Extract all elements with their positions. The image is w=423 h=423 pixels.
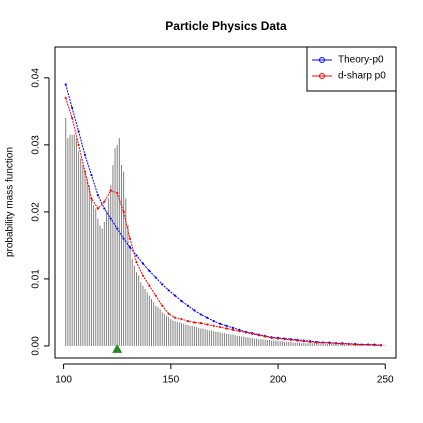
series-point <box>231 326 235 329</box>
legend-point <box>319 57 325 63</box>
series-point <box>231 328 235 331</box>
series-point <box>367 343 370 346</box>
series-point <box>96 207 99 210</box>
series-point <box>283 338 286 341</box>
series-point <box>83 170 87 173</box>
series-point <box>347 342 350 346</box>
series-point <box>103 200 106 203</box>
y-axis-label: probability mass function <box>5 147 16 257</box>
series-point <box>71 106 74 110</box>
series-point <box>251 332 254 335</box>
y-tick-label: 0.02 <box>31 202 42 222</box>
series-point <box>334 342 338 345</box>
x-tick-label: 100 <box>55 375 72 386</box>
plot-frame <box>54 46 397 359</box>
series-point <box>199 322 202 325</box>
series-point <box>379 344 383 347</box>
series-point <box>296 339 299 342</box>
y-tick-label: 0.00 <box>31 336 42 356</box>
series-point <box>174 316 177 319</box>
series-point <box>276 337 280 340</box>
legend-label: Theory-p0 <box>338 55 384 66</box>
series-point <box>109 189 112 192</box>
series-point <box>116 227 119 230</box>
series-point <box>148 284 151 287</box>
series-point <box>122 237 125 240</box>
series-point <box>135 261 138 264</box>
series-point <box>257 334 260 337</box>
series-point <box>238 330 241 333</box>
series-point <box>315 341 318 344</box>
series-point <box>122 210 125 213</box>
series-point <box>90 197 93 200</box>
series-point <box>64 96 67 100</box>
series-point <box>373 344 376 347</box>
series-point <box>328 342 331 345</box>
series-point <box>77 143 80 146</box>
series-point <box>128 246 132 249</box>
x-tick-label: 250 <box>377 375 394 386</box>
series-point <box>225 327 228 330</box>
series-point <box>174 294 177 297</box>
x-tick-label: 200 <box>270 375 287 386</box>
series-point <box>264 335 267 338</box>
series-point <box>289 338 293 342</box>
series-point <box>219 326 222 329</box>
series-point <box>321 341 325 344</box>
legend-label: d-sharp p0 <box>338 71 386 82</box>
series-point <box>141 274 145 277</box>
series-point <box>180 299 183 303</box>
series-point <box>103 207 106 210</box>
series-point <box>212 320 215 323</box>
series-point <box>193 321 196 324</box>
series-point <box>186 304 190 307</box>
series-point <box>141 262 145 265</box>
series-point <box>167 312 170 315</box>
y-tick-label: 0.03 <box>31 135 42 155</box>
series-point <box>206 316 209 319</box>
series-point <box>128 237 132 240</box>
series-point <box>225 324 228 327</box>
series-point <box>116 192 119 195</box>
series-point <box>244 331 247 334</box>
series-point <box>193 309 196 312</box>
series-point <box>354 343 357 346</box>
series-point <box>167 289 170 292</box>
series-point <box>161 304 164 307</box>
series-point <box>71 116 74 120</box>
legend-point <box>319 73 325 79</box>
series-point <box>96 194 99 197</box>
series-point <box>77 130 80 133</box>
series-point <box>161 283 164 286</box>
series-point <box>186 320 190 323</box>
series-point <box>154 294 157 297</box>
series-point <box>270 336 273 339</box>
series-point <box>206 323 209 326</box>
series-point <box>64 83 67 86</box>
series-point <box>199 313 202 316</box>
series-point <box>302 340 305 343</box>
series-point <box>109 217 112 220</box>
series-point <box>154 276 157 279</box>
x-tick-label: 150 <box>162 375 179 386</box>
series-point <box>83 153 87 157</box>
legend-box <box>306 46 397 92</box>
series-point <box>360 343 363 346</box>
series-point <box>219 322 222 325</box>
series-point <box>341 342 344 346</box>
y-tick-label: 0.04 <box>31 68 42 88</box>
y-tick-label: 0.01 <box>31 269 42 289</box>
series-point <box>90 173 93 177</box>
series-point <box>148 269 151 272</box>
chart-title: Particle Physics Data <box>165 19 287 33</box>
series-point <box>135 254 138 257</box>
series-point <box>180 318 183 321</box>
series-point <box>309 340 312 344</box>
marker-triangle <box>112 343 123 353</box>
series-point <box>212 324 215 327</box>
